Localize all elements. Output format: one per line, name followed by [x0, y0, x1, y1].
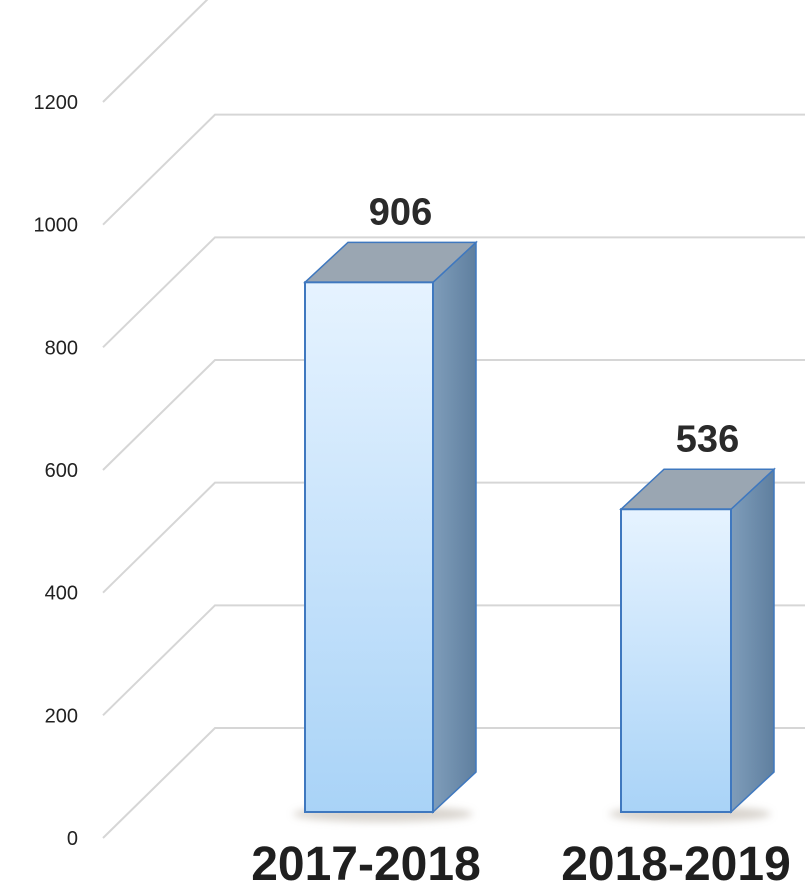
x-category-label: 2017-2018	[251, 838, 481, 886]
y-tick-label: 400	[45, 583, 78, 605]
bar-2017-2018	[304, 281, 434, 813]
gridline-800	[102, 236, 805, 349]
y-tick-label: 800	[45, 337, 78, 359]
x-category-label: 2018-2019	[561, 838, 791, 886]
gridline-0	[102, 727, 805, 839]
gridline-400	[102, 481, 805, 594]
gridline-200	[102, 604, 805, 717]
y-tick-label: 0	[67, 828, 78, 850]
data-label: 536	[676, 418, 739, 460]
bar-2018-2019	[620, 508, 732, 813]
bar-side-2018-2019	[730, 467, 775, 814]
data-label: 906	[369, 191, 432, 233]
bar-side-2017-2018	[432, 240, 477, 814]
gridline-1200	[102, 0, 209, 103]
gridline-600	[102, 359, 805, 471]
gridline-1000	[102, 113, 805, 226]
gridlines	[102, 0, 805, 839]
y-tick-label: 1200	[34, 92, 79, 114]
y-tick-label: 200	[45, 705, 78, 727]
y-tick-label: 600	[45, 460, 78, 482]
y-tick-label: 1000	[34, 215, 79, 237]
bars	[303, 240, 776, 814]
labels: 0 200 400 600 800 1000 1200 906 2017-2018 536 2018…	[34, 92, 791, 886]
